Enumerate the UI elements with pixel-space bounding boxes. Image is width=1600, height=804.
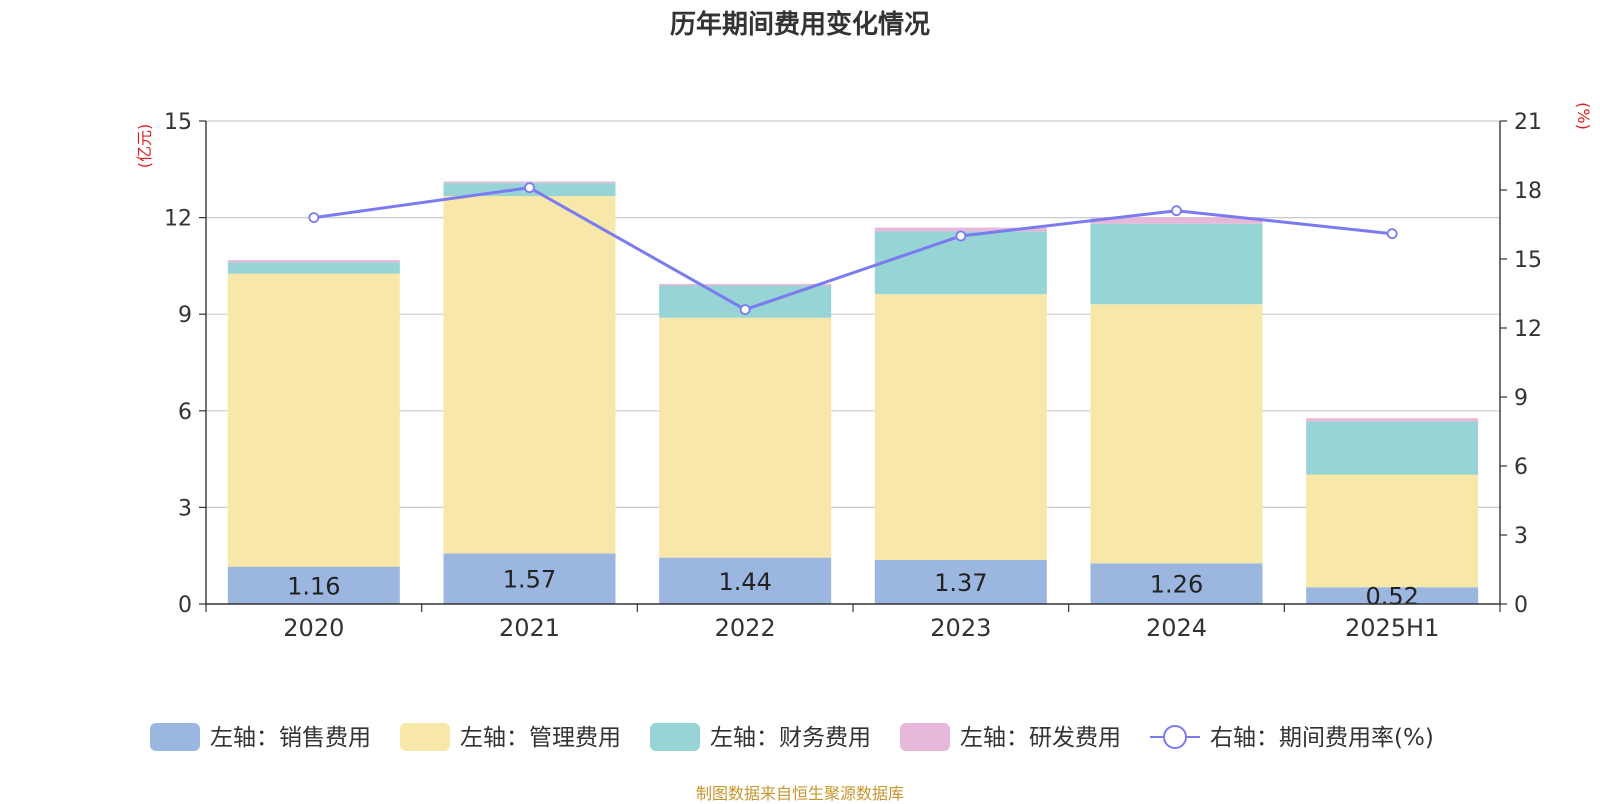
chart-title: 历年期间费用变化情况 [669, 10, 930, 40]
left-axis-tick-label: 12 [164, 207, 192, 232]
data-source-note: 制图数据来自恒生聚源数据库 [695, 784, 904, 803]
right-axis-tick-label: 0 [1514, 593, 1528, 618]
bar-segment [227, 260, 400, 263]
legend-swatch [650, 723, 700, 751]
bar-segment [659, 317, 832, 558]
x-axis-tick-label: 2025H1 [1345, 614, 1439, 642]
rate-point [955, 230, 967, 242]
bar-segment [1090, 304, 1263, 564]
x-axis-tick-label: 2021 [499, 614, 560, 642]
legend-label: 左轴：管理费用 [460, 725, 621, 751]
legend-label: 右轴：期间费用率(%) [1210, 725, 1434, 751]
legend-label: 左轴：研发费用 [960, 725, 1121, 751]
x-axis-tick-label: 2020 [283, 614, 344, 642]
rate-point [1171, 205, 1182, 217]
bar-value-label: 1.57 [503, 566, 556, 594]
rate-point [739, 304, 751, 316]
bar-value-label: 0.52 [1365, 583, 1418, 611]
bar-segment [1090, 217, 1263, 224]
bar-value-label: 1.16 [287, 572, 340, 600]
x-axis-tick-label: 2022 [715, 614, 776, 642]
bar-segment [874, 231, 1047, 295]
legend-layer: 左轴：销售费用 左轴：管理费用 左轴：财务费用 左轴：研发费用 右轴：期间费用率(%) [150, 723, 1434, 751]
bar-segment [1306, 587, 1479, 604]
right-axis-tick-label: 9 [1514, 386, 1528, 411]
right-axis-tick-label: 18 [1514, 179, 1542, 204]
rate-line [313, 186, 1393, 312]
right-axis-unit-label: (%) [1574, 102, 1593, 130]
axis-layer: 0 3 6 9 12 15 0 3 6 9 12 15 18 21 (亿元) (%) 2020 2021 2022 2… [135, 102, 1593, 642]
right-axis-tick-label: 12 [1514, 317, 1542, 342]
right-axis-tick-label: 21 [1514, 110, 1542, 135]
x-axis-tick-label: 2023 [930, 614, 991, 642]
bar-segment [227, 566, 400, 604]
bar-segment [1306, 474, 1479, 588]
bar-segment [874, 227, 1047, 232]
bar-segment [874, 294, 1047, 560]
left-axis-tick-label: 0 [178, 593, 192, 618]
left-axis-tick-label: 6 [178, 400, 192, 425]
bar-segment [659, 283, 832, 286]
legend-label: 左轴：财务费用 [710, 725, 871, 751]
bar-segment [1306, 421, 1479, 475]
rate-point [1386, 228, 1398, 240]
bar-value-label: 1.26 [1150, 571, 1203, 599]
right-axis-tick-label: 3 [1514, 524, 1528, 549]
bar-segment [227, 273, 400, 567]
x-axis-tick-label: 2024 [1146, 614, 1207, 642]
left-axis-tick-label: 9 [178, 303, 192, 328]
right-axis-tick-label: 15 [1514, 248, 1542, 273]
line-layer [308, 182, 1398, 316]
left-axis-unit-label: (亿元) [135, 124, 154, 169]
bar-segment [227, 262, 400, 274]
right-axis-tick-label: 6 [1514, 455, 1528, 480]
grid-layer [206, 120, 1500, 508]
bar-segment [1090, 563, 1263, 604]
bar-segment [443, 196, 616, 554]
legend-swatch [400, 723, 450, 751]
legend-marker [1163, 725, 1187, 749]
bar-segment [874, 559, 1047, 604]
left-axis-tick-label: 15 [164, 110, 192, 135]
legend-swatch [900, 723, 950, 751]
bar-segment [1306, 418, 1479, 422]
left-axis-tick-label: 3 [178, 496, 192, 521]
legend-label: 左轴：销售费用 [210, 725, 371, 751]
bar-segment [659, 557, 832, 604]
bar-segment [1090, 223, 1263, 305]
bars-layer: 1.16 1.57 1.44 1.37 1.26 0.52 [227, 181, 1479, 611]
bar-value-label: 1.37 [934, 569, 987, 597]
rate-point [308, 212, 320, 224]
bar-value-label: 1.44 [718, 568, 771, 596]
bar-segment [443, 553, 616, 604]
legend-swatch [150, 723, 200, 751]
rate-point [524, 182, 535, 194]
